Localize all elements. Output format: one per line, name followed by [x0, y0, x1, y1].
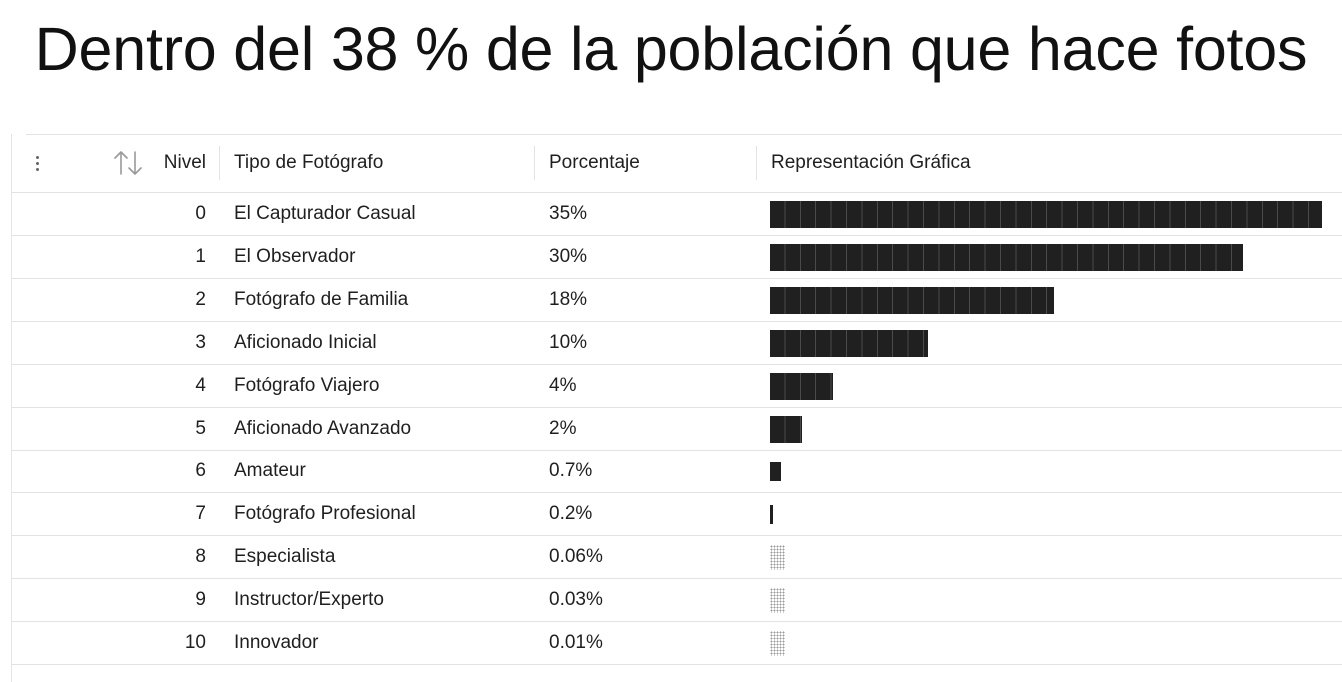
cell-porcentaje: 2% — [549, 417, 577, 439]
percentage-bar — [770, 588, 785, 614]
cell-nivel: 6 — [195, 460, 206, 482]
cell-tipo: Aficionado Avanzado — [234, 417, 412, 439]
column-header-porcentaje[interactable]: Porcentaje — [549, 152, 640, 173]
column-divider[interactable] — [534, 146, 535, 180]
cell-porcentaje: 0.03% — [549, 589, 603, 611]
cell-porcentaje: 10% — [549, 331, 588, 353]
column-divider[interactable] — [219, 146, 220, 180]
page-title: Dentro del 38 % de la población que hace… — [34, 15, 1308, 83]
cell-nivel: 0 — [195, 203, 206, 224]
table-row[interactable]: 3 Aficionado Inicial 10% — [12, 322, 1342, 365]
percentage-bar — [770, 243, 1244, 271]
table-row[interactable]: 9 Instructor/Experto 0.03% — [12, 579, 1342, 623]
cell-tipo: El Capturador Casual — [234, 203, 416, 224]
percentage-bar — [770, 415, 802, 443]
cell-porcentaje: 18% — [549, 288, 588, 310]
cell-tipo: El Observador — [234, 245, 356, 267]
column-header-tipo[interactable]: Tipo de Fotógrafo — [234, 152, 384, 173]
cell-nivel: 9 — [195, 589, 206, 611]
cell-tipo: Fotógrafo Profesional — [234, 503, 416, 525]
percentage-bar — [770, 329, 928, 357]
table-row[interactable]: 1 El Observador 30% — [12, 236, 1342, 279]
cell-porcentaje: 0.01% — [549, 632, 603, 653]
percentage-bar — [770, 462, 781, 482]
table-row[interactable]: 10 Innovador 0.01% — [12, 622, 1342, 665]
column-divider[interactable] — [756, 146, 757, 180]
cell-nivel: 3 — [195, 331, 206, 353]
cell-porcentaje: 30% — [549, 245, 588, 267]
cell-nivel: 8 — [195, 546, 206, 568]
cell-tipo: Instructor/Experto — [234, 589, 384, 611]
cell-nivel: 1 — [195, 245, 206, 267]
percentage-bar — [770, 545, 785, 571]
percentage-bar — [770, 372, 834, 400]
cell-porcentaje: 0.7% — [549, 460, 593, 482]
column-header-representacion[interactable]: Representación Gráfica — [771, 152, 971, 173]
cell-tipo: Fotógrafo Viajero — [234, 374, 380, 396]
cell-nivel: 4 — [195, 374, 206, 396]
cell-porcentaje: 35% — [549, 203, 588, 224]
table-row[interactable]: 5 Aficionado Avanzado 2% — [12, 408, 1342, 451]
cell-tipo: Especialista — [234, 546, 336, 568]
cell-porcentaje: 4% — [549, 374, 577, 396]
cell-tipo: Amateur — [234, 460, 306, 482]
percentage-bar — [770, 505, 774, 525]
cell-nivel: 5 — [195, 417, 206, 439]
table-row[interactable]: 8 Especialista 0.06% — [12, 536, 1342, 580]
table-row[interactable]: 7 Fotógrafo Profesional 0.2% — [12, 493, 1342, 537]
percentage-bar — [770, 201, 1322, 228]
table-top-border — [26, 134, 1342, 135]
more-vertical-icon[interactable] — [32, 153, 44, 173]
sort-arrows-icon[interactable] — [113, 149, 145, 177]
cell-nivel: 10 — [184, 632, 206, 653]
table-row[interactable]: 4 Fotógrafo Viajero 4% — [12, 365, 1342, 408]
cell-porcentaje: 0.2% — [549, 503, 593, 525]
cell-tipo: Fotógrafo de Familia — [234, 288, 409, 310]
cell-porcentaje: 0.06% — [549, 546, 603, 568]
cell-tipo: Aficionado Inicial — [234, 331, 377, 353]
column-header-nivel[interactable]: Nivel — [163, 152, 206, 173]
table-row[interactable]: 6 Amateur 0.7% — [12, 450, 1342, 494]
cell-nivel: 7 — [195, 503, 206, 525]
percentage-bar — [770, 631, 785, 656]
table-row[interactable]: 0 El Capturador Casual 35% — [12, 193, 1342, 236]
table-row[interactable]: 2 Fotógrafo de Familia 18% — [12, 279, 1342, 322]
cell-tipo: Innovador — [234, 632, 319, 653]
table-header: Nivel Tipo de Fotógrafo Porcentaje Repre… — [12, 134, 1342, 193]
data-table: Nivel Tipo de Fotógrafo Porcentaje Repre… — [11, 134, 1342, 682]
cell-nivel: 2 — [195, 288, 206, 310]
percentage-bar — [770, 286, 1054, 314]
